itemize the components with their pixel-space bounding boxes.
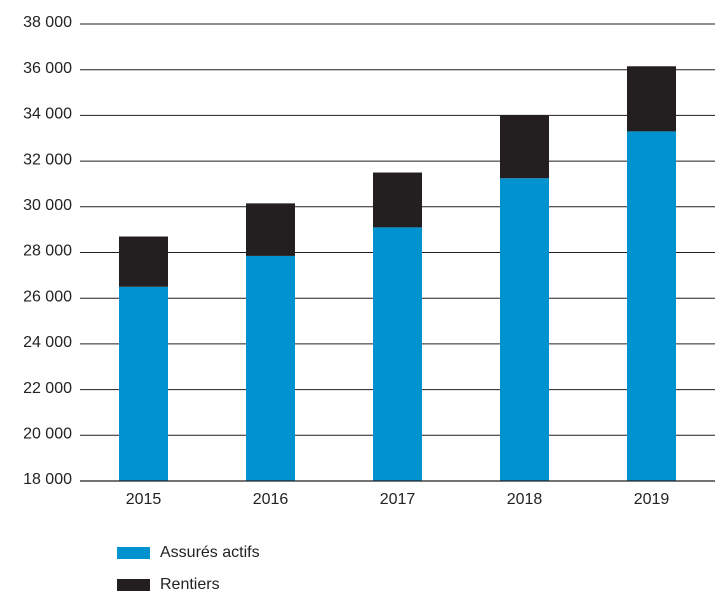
x-tick-label: 2016	[253, 491, 289, 508]
bar-segment	[119, 236, 168, 287]
y-tick-label: 30 000	[23, 197, 72, 214]
y-tick-label: 22 000	[23, 380, 72, 397]
bar-segment	[627, 66, 676, 132]
bar-segment	[627, 131, 676, 481]
legend-swatch	[117, 579, 150, 591]
bar-segment	[246, 255, 295, 481]
y-tick-label: 26 000	[23, 288, 72, 305]
x-tick-label: 2017	[380, 491, 416, 508]
x-tick-label: 2018	[507, 491, 543, 508]
bar-segment	[373, 227, 422, 481]
legend-label: Rentiers	[160, 576, 220, 593]
y-tick-label: 38 000	[23, 14, 72, 31]
y-tick-label: 18 000	[23, 471, 72, 488]
bar-segment	[246, 203, 295, 256]
x-tick-label: 2019	[634, 491, 670, 508]
y-tick-label: 32 000	[23, 151, 72, 168]
y-tick-label: 28 000	[23, 243, 72, 260]
legend-swatch	[117, 547, 150, 559]
y-tick-label: 24 000	[23, 334, 72, 351]
x-tick-label: 2015	[126, 491, 162, 508]
legend-label: Assurés actifs	[160, 544, 260, 561]
y-tick-label: 34 000	[23, 106, 72, 123]
y-tick-label: 20 000	[23, 426, 72, 443]
bar-segment	[500, 115, 549, 179]
bar-segment	[500, 178, 549, 482]
bar-segment	[119, 286, 168, 481]
y-tick-label: 36 000	[23, 60, 72, 77]
bar-segment	[373, 172, 422, 228]
